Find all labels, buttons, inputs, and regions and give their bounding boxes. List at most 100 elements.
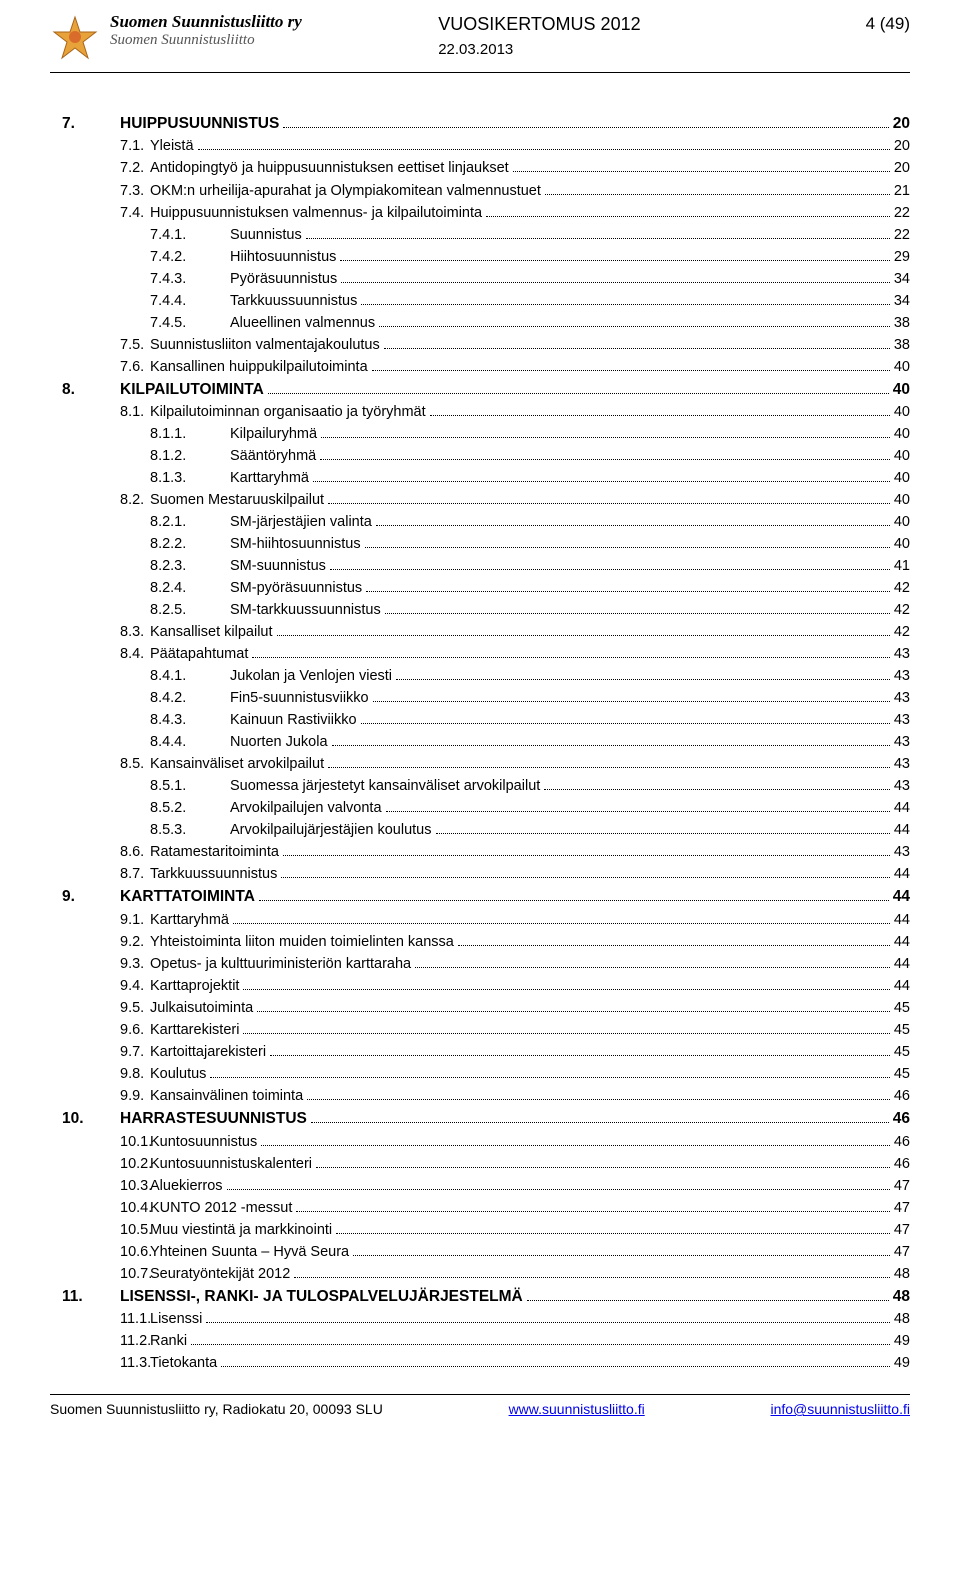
toc-title: Lisenssi — [150, 1309, 202, 1330]
toc-page: 38 — [894, 313, 910, 334]
toc-dots — [313, 481, 890, 482]
toc-page: 34 — [894, 291, 910, 312]
toc-dots — [379, 326, 890, 327]
toc-title: Suunnistus — [200, 225, 302, 246]
toc-dots — [261, 1145, 890, 1146]
toc-title: Pyöräsuunnistus — [200, 269, 337, 290]
toc-page: 47 — [894, 1242, 910, 1263]
toc-num: 8.4.1. — [50, 666, 200, 687]
org-name: Suomen Suunnistusliitto ry — [110, 12, 428, 32]
doc-date: 22.03.2013 — [438, 41, 820, 58]
toc-dots — [268, 393, 889, 394]
toc-page: 22 — [894, 225, 910, 246]
header-org-block: Suomen Suunnistusliitto ry Suomen Suunni… — [110, 12, 428, 49]
toc-page: 42 — [894, 622, 910, 643]
toc-title: SM-suunnistus — [200, 556, 326, 577]
toc-page: 46 — [893, 1108, 910, 1130]
toc-dots — [396, 679, 890, 680]
toc-dots — [340, 260, 889, 261]
toc-num: 8.5. — [50, 754, 150, 775]
table-of-contents: 7.HUIPPUSUUNNISTUS207.1.Yleistä207.2.Ant… — [50, 113, 910, 1374]
toc-page: 44 — [894, 910, 910, 931]
toc-page: 43 — [894, 710, 910, 731]
toc-page: 40 — [894, 468, 910, 489]
toc-num: 10.1. — [50, 1132, 150, 1153]
toc-entry: 9.7.Kartoittajarekisteri45 — [50, 1042, 910, 1063]
toc-num: 8.4. — [50, 644, 150, 665]
toc-entry: 10.2.Kuntosuunnistuskalenteri46 — [50, 1154, 910, 1175]
toc-title: SM-järjestäjien valinta — [200, 512, 372, 533]
toc-title: Kainuun Rastiviikko — [200, 710, 357, 731]
toc-num: 10.5. — [50, 1220, 150, 1241]
toc-dots — [243, 989, 889, 990]
toc-entry: 10.6.Yhteinen Suunta – Hyvä Seura47 — [50, 1242, 910, 1263]
toc-entry: 7.4.5.Alueellinen valmennus38 — [50, 313, 910, 334]
toc-title: Seuratyöntekijät 2012 — [150, 1264, 290, 1285]
toc-num: 9.9. — [50, 1086, 150, 1107]
toc-page: 43 — [894, 644, 910, 665]
toc-title: Ranki — [150, 1331, 187, 1352]
toc-entry: 7.2.Antidopingtyö ja huippusuunnistuksen… — [50, 158, 910, 179]
footer-website-link[interactable]: www.suunnistusliitto.fi — [509, 1401, 645, 1417]
toc-num: 8.3. — [50, 622, 150, 643]
toc-title: Yhteinen Suunta – Hyvä Seura — [150, 1242, 349, 1263]
toc-entry: 10.1.Kuntosuunnistus46 — [50, 1132, 910, 1153]
page-number: 4 (49) — [830, 14, 910, 34]
toc-page: 40 — [894, 424, 910, 445]
toc-title: OKM:n urheilija-apurahat ja Olympiakomit… — [150, 181, 541, 202]
toc-num: 8.7. — [50, 864, 150, 885]
toc-title: Koulutus — [150, 1064, 206, 1085]
toc-page: 47 — [894, 1220, 910, 1241]
toc-num: 7.4.2. — [50, 247, 200, 268]
toc-entry: 7.4.2.Hiihtosuunnistus29 — [50, 247, 910, 268]
toc-dots — [545, 194, 890, 195]
toc-dots — [527, 1300, 889, 1301]
toc-dots — [243, 1033, 889, 1034]
toc-page: 40 — [894, 512, 910, 533]
toc-entry: 8.1.2.Sääntöryhmä40 — [50, 446, 910, 467]
toc-page: 44 — [894, 932, 910, 953]
toc-dots — [307, 1099, 890, 1100]
toc-num: 7.3. — [50, 181, 150, 202]
toc-entry: 9.KARTTATOIMINTA44 — [50, 886, 910, 908]
toc-title: Kilpailutoiminnan organisaatio ja työryh… — [150, 402, 426, 423]
toc-entry: 8.2.2.SM-hiihtosuunnistus40 — [50, 534, 910, 555]
toc-dots — [430, 415, 890, 416]
page-header: Suomen Suunnistusliitto ry Suomen Suunni… — [50, 10, 910, 73]
toc-entry: 8.5.3.Arvokilpailujärjestäjien koulutus4… — [50, 820, 910, 841]
toc-title: Yhteistoiminta liiton muiden toimielinte… — [150, 932, 454, 953]
toc-page: 21 — [894, 181, 910, 202]
toc-title: Huippusuunnistuksen valmennus- ja kilpai… — [150, 203, 482, 224]
footer-email-link[interactable]: info@suunnistusliitto.fi — [770, 1401, 910, 1417]
toc-page: 46 — [894, 1086, 910, 1107]
toc-dots — [366, 591, 890, 592]
toc-entry: 7.4.4.Tarkkuussuunnistus34 — [50, 291, 910, 312]
toc-num: 10.2. — [50, 1154, 150, 1175]
toc-title: SM-tarkkuussuunnistus — [200, 600, 381, 621]
toc-page: 45 — [894, 1020, 910, 1041]
toc-dots — [283, 855, 890, 856]
toc-title: Karttarekisteri — [150, 1020, 239, 1041]
header-center: VUOSIKERTOMUS 2012 22.03.2013 — [438, 14, 820, 58]
toc-title: Karttaryhmä — [200, 468, 309, 489]
toc-entry: 7.1.Yleistä20 — [50, 136, 910, 157]
toc-entry: 9.6.Karttarekisteri45 — [50, 1020, 910, 1041]
toc-entry: 8.2.Suomen Mestaruuskilpailut40 — [50, 490, 910, 511]
toc-title: HUIPPUSUUNNISTUS — [120, 113, 279, 135]
toc-dots — [332, 745, 890, 746]
toc-title: Suomessa järjestetyt kansainväliset arvo… — [200, 776, 540, 797]
toc-page: 45 — [894, 1042, 910, 1063]
toc-title: Arvokilpailujen valvonta — [200, 798, 382, 819]
toc-entry: 10.3.Aluekierros47 — [50, 1176, 910, 1197]
toc-num: 10.3. — [50, 1176, 150, 1197]
toc-dots — [306, 238, 890, 239]
toc-title: SM-pyöräsuunnistus — [200, 578, 362, 599]
toc-num: 9.2. — [50, 932, 150, 953]
toc-page: 29 — [894, 247, 910, 268]
toc-num: 8.2.2. — [50, 534, 200, 555]
toc-title: HARRASTESUUNNISTUS — [120, 1108, 307, 1130]
toc-page: 40 — [894, 446, 910, 467]
toc-dots — [341, 282, 890, 283]
toc-num: 8.2.1. — [50, 512, 200, 533]
toc-dots — [386, 811, 890, 812]
